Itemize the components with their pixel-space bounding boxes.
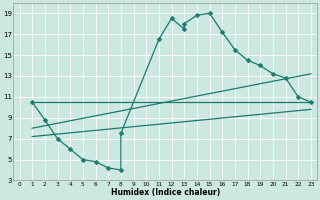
X-axis label: Humidex (Indice chaleur): Humidex (Indice chaleur) <box>111 188 220 197</box>
